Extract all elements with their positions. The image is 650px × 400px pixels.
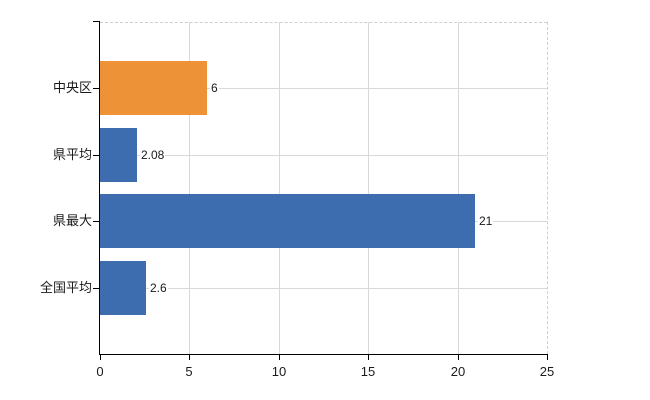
category-label: 県最大 bbox=[52, 213, 92, 228]
y-axis-tick bbox=[93, 288, 99, 289]
x-tick-label: 25 bbox=[539, 364, 555, 379]
bar-0 bbox=[100, 61, 207, 115]
x-tick-label: 15 bbox=[360, 364, 376, 379]
x-tick-label: 5 bbox=[185, 364, 193, 379]
x-tick-label: 10 bbox=[271, 364, 287, 379]
y-axis-top-tick bbox=[93, 21, 99, 22]
x-axis-tick bbox=[279, 354, 280, 360]
category-gridline bbox=[100, 288, 547, 289]
x-tick-label: 0 bbox=[96, 364, 104, 379]
bar-1 bbox=[100, 128, 137, 182]
y-axis-tick bbox=[93, 221, 99, 222]
bar-value-label: 2.6 bbox=[149, 281, 168, 295]
y-axis-tick bbox=[93, 88, 99, 89]
x-tick-label: 20 bbox=[450, 364, 466, 379]
x-axis-tick bbox=[547, 354, 548, 360]
category-gridline bbox=[100, 155, 547, 156]
y-axis-tick bbox=[93, 155, 99, 156]
x-axis-tick bbox=[458, 354, 459, 360]
bar-3 bbox=[100, 261, 146, 315]
bar-value-label: 6 bbox=[210, 81, 219, 95]
plot-top-border bbox=[100, 22, 547, 23]
category-gridline bbox=[100, 88, 547, 89]
value-gridline bbox=[189, 22, 190, 354]
x-axis-line bbox=[99, 354, 548, 355]
value-gridline bbox=[279, 22, 280, 354]
y-axis-line bbox=[99, 21, 100, 354]
category-label: 県平均 bbox=[52, 147, 92, 162]
value-gridline bbox=[368, 22, 369, 354]
value-gridline bbox=[547, 22, 548, 354]
category-label: 全国平均 bbox=[39, 280, 92, 295]
value-gridline bbox=[458, 22, 459, 354]
x-axis-tick bbox=[189, 354, 190, 360]
bar-2 bbox=[100, 194, 475, 248]
bar-value-label: 21 bbox=[478, 214, 494, 228]
category-label: 中央区 bbox=[52, 80, 92, 95]
x-axis-tick bbox=[100, 354, 101, 360]
bar-value-label: 2.08 bbox=[140, 148, 166, 162]
x-axis-tick bbox=[368, 354, 369, 360]
